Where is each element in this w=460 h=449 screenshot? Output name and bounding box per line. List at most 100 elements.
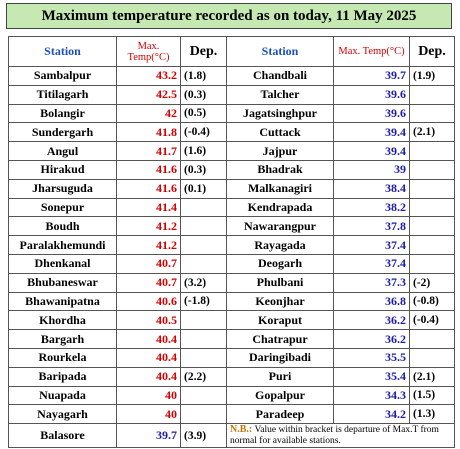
max-temp: 39.4 [333, 122, 410, 143]
departure: (1.5) [409, 385, 455, 406]
departure [409, 235, 455, 255]
station: Sonepur [8, 197, 117, 218]
max-temp: 39.6 [333, 103, 410, 124]
station: Dhenkanal [8, 253, 117, 274]
column-header: Dep. [180, 36, 227, 67]
departure: (0.5) [180, 103, 227, 124]
max-temp: 40.4 [116, 366, 181, 387]
column-header: Max. Temp(°C) [333, 36, 410, 67]
note-label: N.B.: [230, 424, 253, 436]
departure [409, 253, 455, 274]
row: Nayagarh 40 Paradeep 34.2 (1.3) [8, 404, 455, 425]
row: Paralakhemundi 41.2 Rayagada 37.4 [8, 235, 455, 255]
row: Bhubaneswar 40.7 (3.2) Phulbani 37.3 (-2) [8, 272, 455, 293]
station: Paralakhemundi [8, 235, 117, 255]
station: Chandbali [226, 66, 334, 86]
max-temp: 40.4 [116, 347, 181, 368]
column-header: Max. Temp(°C) [116, 36, 181, 67]
station: Puri [226, 366, 334, 387]
station: Bargarh [8, 329, 117, 349]
max-temp: 42.5 [116, 84, 181, 105]
station: Boudh [8, 216, 117, 237]
row: Baripada 40.4 (2.2) Puri 35.4 (2.1) [8, 366, 455, 387]
station: Jagatsinghpur [226, 103, 334, 124]
departure: (0.3) [180, 84, 227, 105]
max-temp: 40.7 [116, 272, 181, 293]
station: Sundergarh [8, 122, 117, 143]
station: Paradeep [226, 404, 334, 425]
departure: (1.8) [180, 66, 227, 86]
row: Dhenkanal 40.7 Deogarh 37.4 [8, 253, 455, 274]
max-temp: 37.8 [333, 216, 410, 237]
max-temp: 43.2 [116, 66, 181, 86]
max-temp: 41.7 [116, 141, 181, 161]
max-temp: 38.2 [333, 197, 410, 218]
station: Angul [8, 141, 117, 161]
departure [180, 235, 227, 255]
note: N.B.: Value within bracket is departure … [226, 423, 455, 449]
note-text: Value within bracket is departure of Max… [230, 425, 439, 447]
max-temp: 39.7 [116, 423, 181, 449]
departure [180, 347, 227, 368]
max-temp: 39.7 [333, 66, 410, 86]
departure: (2.1) [409, 122, 455, 143]
max-temp: 34.3 [333, 385, 410, 406]
max-temp: 37.4 [333, 253, 410, 274]
max-temp: 37.3 [333, 272, 410, 293]
column-header: Station [8, 36, 117, 67]
station: Cuttack [226, 122, 334, 143]
max-temp: 40.6 [116, 291, 181, 312]
max-temp: 42 [116, 103, 181, 124]
max-temp: 36.2 [333, 310, 410, 331]
row: Titilagarh 42.5 (0.3) Talcher 39.6 [8, 84, 455, 105]
row: Khordha 40.5 Koraput 36.2 (-0.4) [8, 310, 455, 331]
departure: (3.2) [180, 272, 227, 293]
title: Maximum temperature recorded as on today… [6, 3, 452, 29]
row: Bargarh 40.4 Chatrapur 36.2 [8, 329, 455, 349]
station: Rayagada [226, 235, 334, 255]
station: Bhadrak [226, 159, 334, 180]
station: Talcher [226, 84, 334, 105]
table-body: Sambalpur 43.2 (1.8) Chandbali 39.7 (1.9) Titi… [8, 66, 455, 449]
station: Bolangir [8, 103, 117, 124]
station: Daringibadi [226, 347, 334, 368]
station: Jajpur [226, 141, 334, 161]
station: Bhubaneswar [8, 272, 117, 293]
station: Hirakud [8, 159, 117, 180]
station: Balasore [8, 423, 117, 449]
max-temp: 41.6 [116, 178, 181, 199]
departure [409, 84, 455, 105]
max-temp: 39 [333, 159, 410, 180]
departure [409, 103, 455, 124]
departure: (1.9) [409, 66, 455, 86]
departure: (-0.4) [409, 310, 455, 331]
station: Gopalpur [226, 385, 334, 406]
departure [409, 216, 455, 237]
row: Boudh 41.2 Nawarangpur 37.8 [8, 216, 455, 237]
departure: (2.1) [409, 366, 455, 387]
column-header: Dep. [409, 36, 455, 67]
departure: (-1.8) [180, 291, 227, 312]
station: Rourkela [8, 347, 117, 368]
row: Sonepur 41.4 Kendrapada 38.2 [8, 197, 455, 218]
max-temp: 40.5 [116, 310, 181, 331]
departure: (2.2) [180, 366, 227, 387]
station: Phulbani [226, 272, 334, 293]
departure: (0.3) [180, 159, 227, 180]
row: Bhawanipatna 40.6 (-1.8) Keonjhar 36.8 (-0.8) [8, 291, 455, 312]
station: Nayagarh [8, 404, 117, 425]
station: Sambalpur [8, 66, 117, 86]
station: Koraput [226, 310, 334, 331]
row: Balasore 39.7 (3.9) N.B.: Value within brac… [8, 423, 455, 449]
row: Hirakud 41.6 (0.3) Bhadrak 39 [8, 159, 455, 180]
station: Keonjhar [226, 291, 334, 312]
max-temp: 40.4 [116, 329, 181, 349]
departure: (-2) [409, 272, 455, 293]
station: Chatrapur [226, 329, 334, 349]
row: Jharsuguda 41.6 (0.1) Malkanagiri 38.4 [8, 178, 455, 199]
max-temp: 37.4 [333, 235, 410, 255]
departure: (1.6) [180, 141, 227, 161]
station: Baripada [8, 366, 117, 387]
max-temp: 40.7 [116, 253, 181, 274]
row: Rourkela 40.4 Daringibadi 35.5 [8, 347, 455, 368]
